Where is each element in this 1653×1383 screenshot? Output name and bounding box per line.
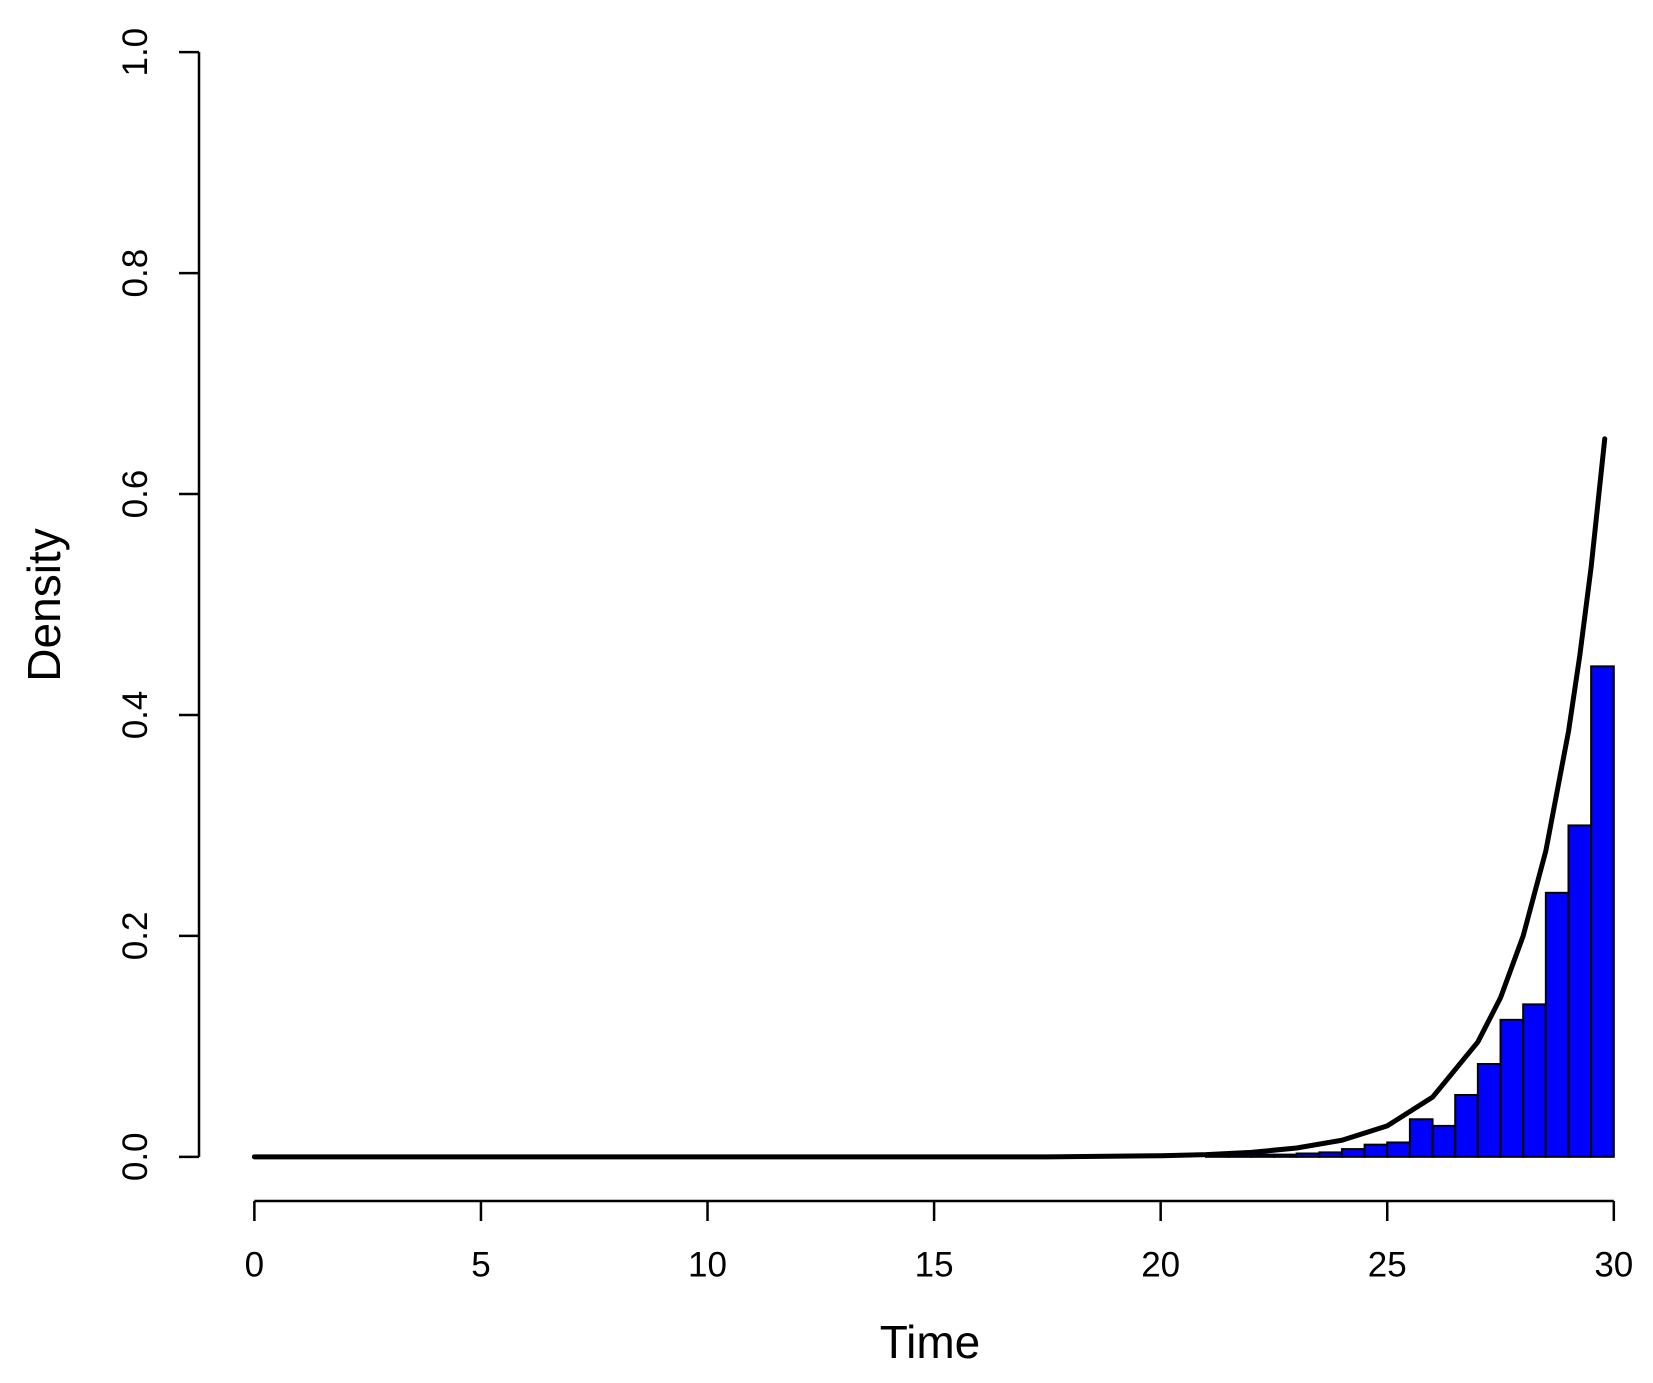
density-curve xyxy=(251,436,1608,1160)
y-axis-title: Density xyxy=(18,528,70,681)
bar xyxy=(1544,891,1570,1158)
bar xyxy=(1295,1152,1321,1158)
y-tick-label: 1.0 xyxy=(116,28,155,77)
bar xyxy=(1408,1118,1434,1158)
x-tick-label: 30 xyxy=(1594,1245,1633,1284)
bar xyxy=(1431,1124,1457,1158)
bar xyxy=(1567,824,1593,1158)
bar xyxy=(1590,665,1615,1158)
bar xyxy=(1476,1063,1502,1158)
y-tick-label: 0.8 xyxy=(116,249,155,298)
y-tick-label: 0.0 xyxy=(116,1132,155,1181)
x-tick-label: 0 xyxy=(245,1245,264,1284)
bar xyxy=(1340,1148,1366,1158)
bar xyxy=(1318,1151,1343,1158)
y-tick-label: 0.6 xyxy=(116,470,155,519)
x-axis-title: Time xyxy=(880,1316,981,1368)
bar xyxy=(1386,1141,1411,1158)
bar xyxy=(1363,1143,1389,1158)
x-tick-label: 10 xyxy=(688,1245,727,1284)
bar xyxy=(1250,1153,1275,1158)
x-tick-label: 15 xyxy=(915,1245,954,1284)
x-tick-label: 25 xyxy=(1368,1245,1407,1284)
bar xyxy=(1454,1093,1479,1158)
x-tick-label: 5 xyxy=(471,1245,490,1284)
x-tick-label: 20 xyxy=(1141,1245,1180,1284)
bar xyxy=(1499,1018,1525,1158)
bar xyxy=(1522,1003,1547,1158)
y-tick-label: 0.4 xyxy=(116,691,155,740)
y-tick-label: 0.2 xyxy=(116,912,155,961)
bar xyxy=(1272,1153,1298,1158)
